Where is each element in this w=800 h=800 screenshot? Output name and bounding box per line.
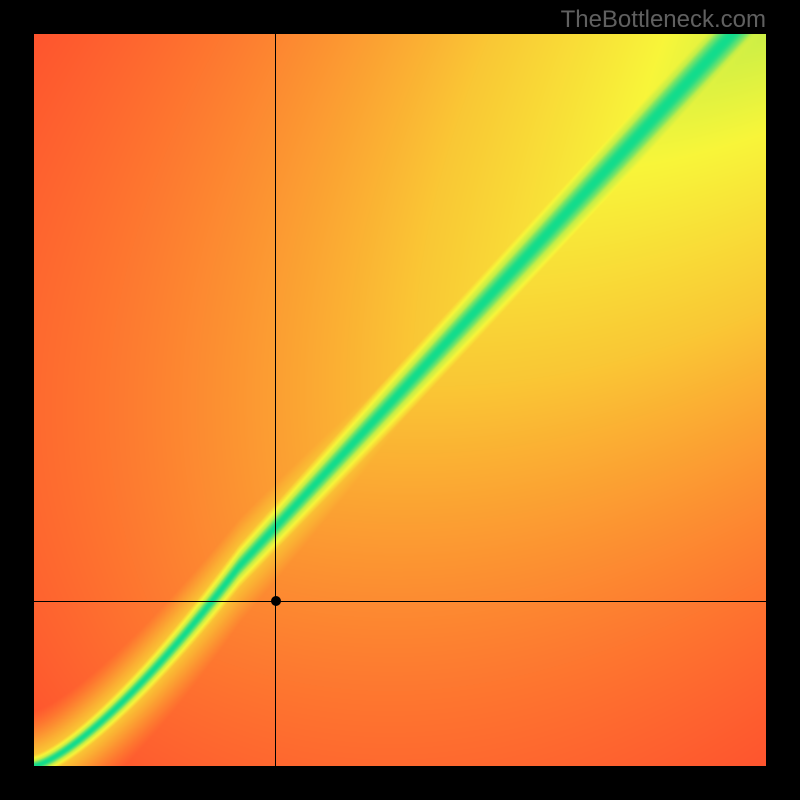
watermark-text: TheBottleneck.com (561, 6, 766, 34)
plot-area (34, 34, 766, 766)
marker-dot (271, 596, 281, 606)
heatmap-canvas (34, 34, 766, 766)
crosshair-horizontal (34, 601, 766, 602)
crosshair-vertical (275, 34, 276, 766)
